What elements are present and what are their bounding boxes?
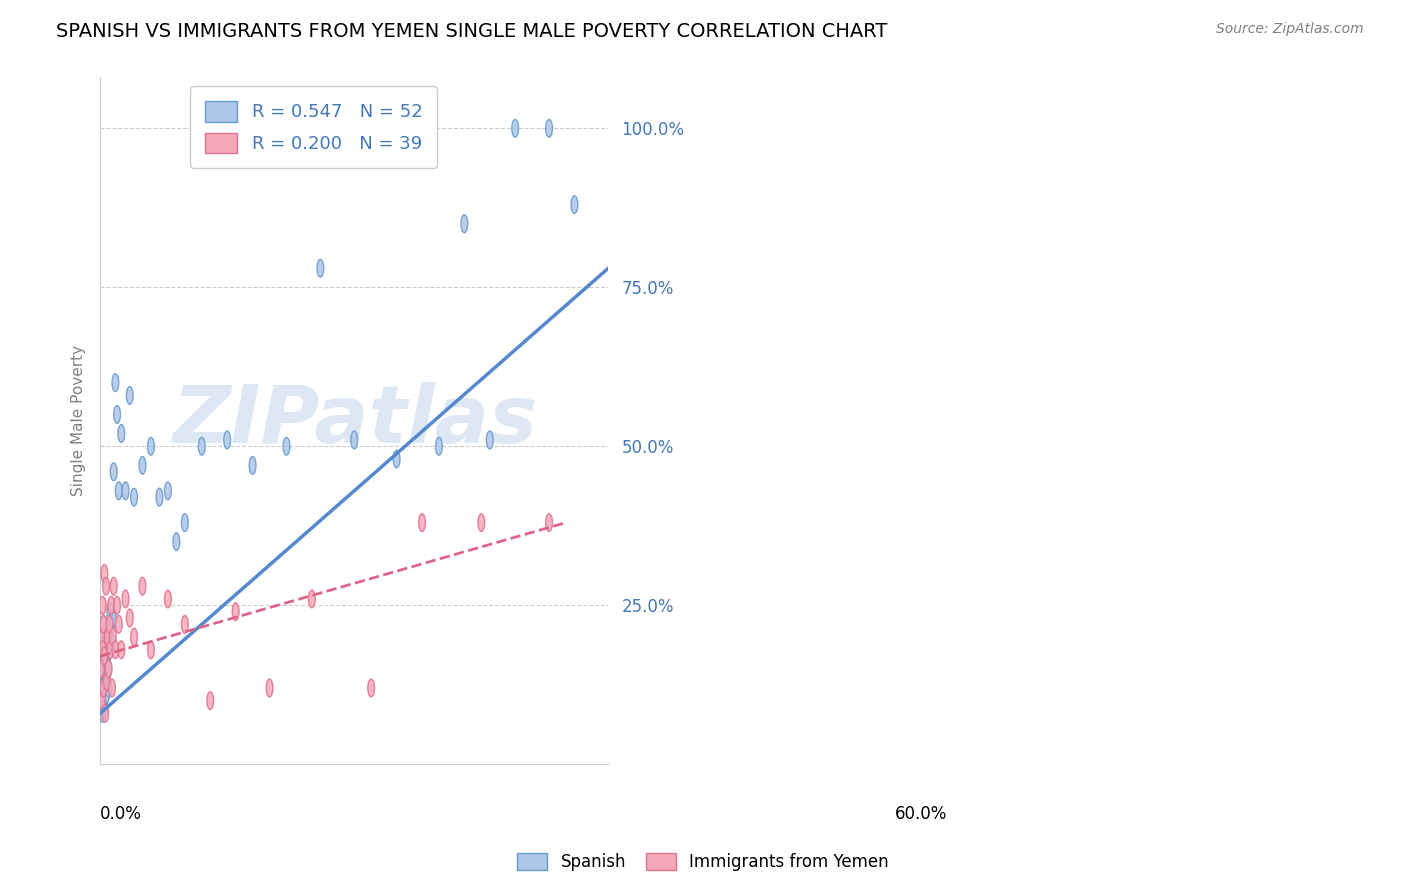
Ellipse shape xyxy=(97,660,104,678)
Ellipse shape xyxy=(131,628,138,646)
Ellipse shape xyxy=(224,431,231,449)
Ellipse shape xyxy=(110,463,117,481)
Ellipse shape xyxy=(101,640,108,658)
Ellipse shape xyxy=(103,577,110,595)
Ellipse shape xyxy=(98,628,105,646)
Ellipse shape xyxy=(571,195,578,213)
Ellipse shape xyxy=(101,698,108,716)
Ellipse shape xyxy=(122,482,129,500)
Ellipse shape xyxy=(127,609,134,627)
Ellipse shape xyxy=(266,679,273,697)
Ellipse shape xyxy=(98,679,105,697)
Ellipse shape xyxy=(436,437,443,455)
Ellipse shape xyxy=(110,577,117,595)
Ellipse shape xyxy=(104,660,111,678)
Ellipse shape xyxy=(100,615,107,633)
Text: SPANISH VS IMMIGRANTS FROM YEMEN SINGLE MALE POVERTY CORRELATION CHART: SPANISH VS IMMIGRANTS FROM YEMEN SINGLE … xyxy=(56,22,887,41)
Ellipse shape xyxy=(148,437,155,455)
Ellipse shape xyxy=(101,705,108,723)
Ellipse shape xyxy=(394,450,399,468)
Ellipse shape xyxy=(107,640,114,658)
Ellipse shape xyxy=(100,654,107,672)
Ellipse shape xyxy=(283,437,290,455)
Ellipse shape xyxy=(104,628,110,646)
Ellipse shape xyxy=(107,603,114,621)
Ellipse shape xyxy=(110,609,117,627)
Ellipse shape xyxy=(148,640,155,658)
Ellipse shape xyxy=(316,260,323,277)
Ellipse shape xyxy=(110,628,117,646)
Ellipse shape xyxy=(114,406,121,424)
Ellipse shape xyxy=(103,685,110,703)
Ellipse shape xyxy=(546,514,553,532)
Ellipse shape xyxy=(97,660,104,678)
Ellipse shape xyxy=(98,692,105,709)
Ellipse shape xyxy=(112,374,118,392)
Legend: Spanish, Immigrants from Yemen: Spanish, Immigrants from Yemen xyxy=(509,845,897,880)
Ellipse shape xyxy=(419,514,426,532)
Ellipse shape xyxy=(105,615,112,633)
Ellipse shape xyxy=(122,590,129,607)
Ellipse shape xyxy=(181,514,188,532)
Ellipse shape xyxy=(118,640,125,658)
Ellipse shape xyxy=(108,615,114,633)
Ellipse shape xyxy=(139,457,146,475)
Ellipse shape xyxy=(108,634,115,652)
Ellipse shape xyxy=(103,648,110,665)
Ellipse shape xyxy=(105,660,112,678)
Ellipse shape xyxy=(118,425,125,442)
Ellipse shape xyxy=(352,431,357,449)
Ellipse shape xyxy=(108,679,115,697)
Ellipse shape xyxy=(112,640,118,658)
Text: Source: ZipAtlas.com: Source: ZipAtlas.com xyxy=(1216,22,1364,37)
Ellipse shape xyxy=(139,577,146,595)
Ellipse shape xyxy=(105,640,112,658)
Ellipse shape xyxy=(100,628,105,646)
Ellipse shape xyxy=(100,705,105,723)
Ellipse shape xyxy=(101,648,108,665)
Ellipse shape xyxy=(207,692,214,709)
Ellipse shape xyxy=(232,603,239,621)
Ellipse shape xyxy=(104,654,110,672)
Ellipse shape xyxy=(101,666,108,684)
Y-axis label: Single Male Poverty: Single Male Poverty xyxy=(72,345,86,497)
Text: ZIPatlas: ZIPatlas xyxy=(172,382,537,460)
Ellipse shape xyxy=(100,640,105,658)
Ellipse shape xyxy=(101,634,108,652)
Ellipse shape xyxy=(104,628,111,646)
Text: 0.0%: 0.0% xyxy=(100,805,142,823)
Ellipse shape xyxy=(101,565,108,582)
Ellipse shape xyxy=(478,514,485,532)
Ellipse shape xyxy=(131,488,138,506)
Ellipse shape xyxy=(127,386,134,404)
Ellipse shape xyxy=(100,679,107,697)
Ellipse shape xyxy=(165,590,172,607)
Ellipse shape xyxy=(198,437,205,455)
Ellipse shape xyxy=(100,692,105,709)
Ellipse shape xyxy=(98,640,105,658)
Ellipse shape xyxy=(100,615,107,633)
Ellipse shape xyxy=(165,482,172,500)
Ellipse shape xyxy=(114,597,121,615)
Ellipse shape xyxy=(181,615,188,633)
Ellipse shape xyxy=(108,597,114,615)
Text: 60.0%: 60.0% xyxy=(894,805,948,823)
Ellipse shape xyxy=(104,673,110,690)
Ellipse shape xyxy=(100,597,105,615)
Ellipse shape xyxy=(249,457,256,475)
Ellipse shape xyxy=(486,431,494,449)
Ellipse shape xyxy=(308,590,315,607)
Ellipse shape xyxy=(461,215,468,233)
Ellipse shape xyxy=(173,533,180,550)
Ellipse shape xyxy=(512,120,519,137)
Ellipse shape xyxy=(101,673,108,690)
Ellipse shape xyxy=(105,679,112,697)
Ellipse shape xyxy=(156,488,163,506)
Ellipse shape xyxy=(115,615,122,633)
Ellipse shape xyxy=(105,622,112,640)
Legend: R = 0.547   N = 52, R = 0.200   N = 39: R = 0.547 N = 52, R = 0.200 N = 39 xyxy=(190,87,437,168)
Ellipse shape xyxy=(368,679,374,697)
Ellipse shape xyxy=(115,482,122,500)
Ellipse shape xyxy=(546,120,553,137)
